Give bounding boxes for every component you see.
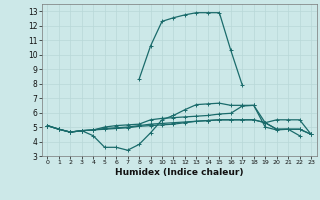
X-axis label: Humidex (Indice chaleur): Humidex (Indice chaleur) (115, 168, 244, 177)
